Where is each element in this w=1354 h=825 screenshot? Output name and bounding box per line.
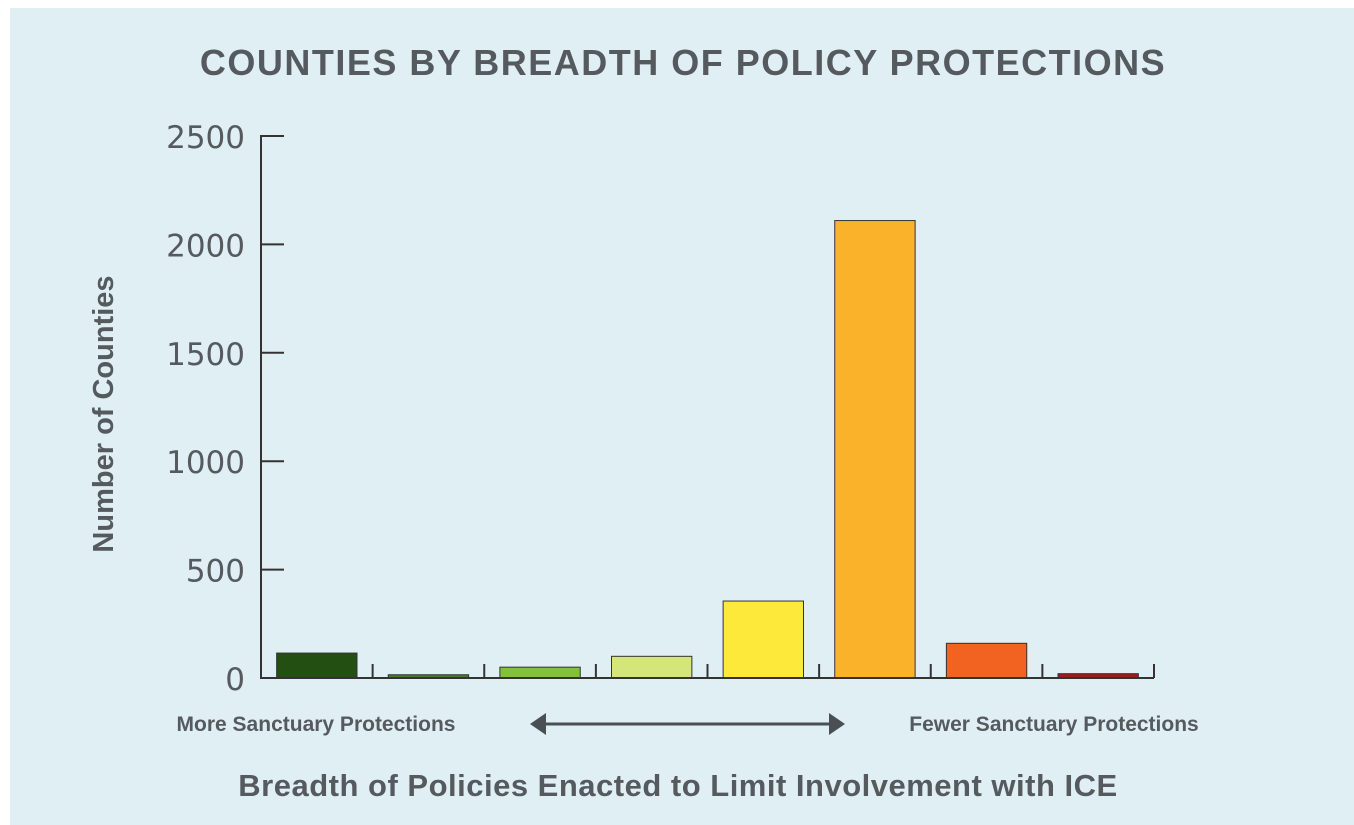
bar-5 [723, 601, 803, 678]
bar-6 [835, 221, 915, 678]
y-tick-label: 0 [225, 662, 245, 698]
y-tick-label: 1000 [166, 445, 245, 481]
bar-4 [612, 656, 692, 678]
x-axis-label: Breadth of Policies Enacted to Limit Inv… [238, 768, 1117, 803]
chart-title: COUNTIES BY BREADTH OF POLICY PROTECTION… [200, 42, 1166, 83]
y-tick-label: 2500 [166, 120, 245, 156]
y-tick-label: 2000 [166, 228, 245, 264]
annotation-more-sanctuary: More Sanctuary Protections [177, 713, 456, 736]
bar-3 [500, 667, 580, 678]
bar-1 [277, 653, 357, 678]
bars [277, 221, 1139, 678]
annotation-fewer-sanctuary: Fewer Sanctuary Protections [909, 713, 1198, 736]
y-tick-label: 1500 [166, 337, 245, 373]
y-axis-label: Number of Counties [88, 275, 120, 552]
y-tick-label: 500 [186, 554, 245, 590]
y-axis-ticks: 0 500 1000 1500 2000 2500 [166, 120, 284, 698]
bar-7 [946, 643, 1026, 678]
double-arrow-icon [530, 713, 845, 735]
